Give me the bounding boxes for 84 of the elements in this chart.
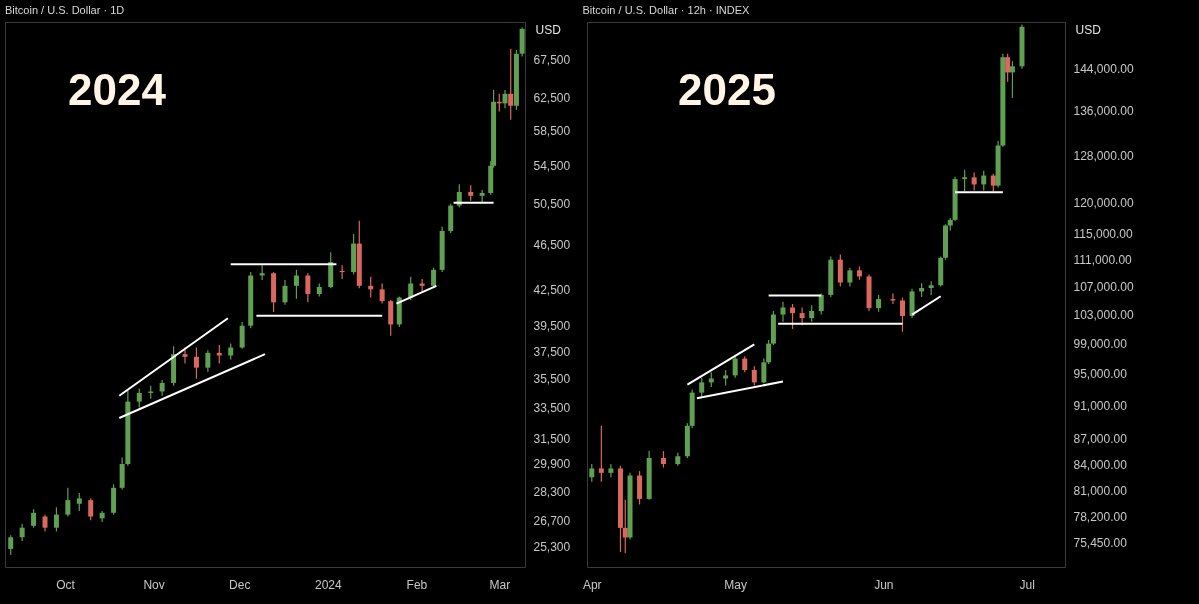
candlestick bbox=[259, 264, 265, 281]
candlestick bbox=[379, 282, 385, 305]
candlestick bbox=[31, 508, 37, 529]
y-tick-label: 25,300 bbox=[533, 540, 571, 555]
y-tick-label: 99,000.00 bbox=[1073, 337, 1128, 352]
candlestick bbox=[837, 253, 843, 288]
candlestick bbox=[1009, 60, 1015, 99]
x-tick-label: 2024 bbox=[315, 577, 343, 592]
candlestick bbox=[751, 365, 757, 387]
candlestick bbox=[193, 346, 199, 380]
y-tick-label: 136,000.00 bbox=[1073, 104, 1134, 119]
x-tick-label: Nov bbox=[143, 577, 165, 592]
y-tick-label: 107,000.00 bbox=[1073, 280, 1134, 295]
x-tick-label: Dec bbox=[229, 577, 251, 592]
y-tick-label: 78,200.00 bbox=[1073, 510, 1128, 525]
x-tick-label: Mar bbox=[489, 577, 511, 592]
candlestick bbox=[899, 297, 905, 333]
candlestick bbox=[119, 456, 125, 491]
y-tick-label: 103,000.00 bbox=[1073, 308, 1134, 323]
y-tick-label: 28,300 bbox=[533, 484, 571, 499]
chart-title: Bitcoin / U.S. Dollar · 12h · INDEX bbox=[582, 4, 750, 16]
x-tick-label: Apr bbox=[582, 577, 602, 592]
y-axis-title: USD bbox=[1075, 22, 1102, 37]
candlestick bbox=[598, 425, 604, 483]
y-axis-title: USD bbox=[535, 22, 562, 37]
candlestick bbox=[293, 269, 299, 300]
candlestick bbox=[622, 499, 628, 554]
y-tick-label: 35,500 bbox=[533, 372, 571, 387]
candlestick bbox=[205, 349, 211, 373]
candlestick bbox=[388, 299, 394, 337]
candlestick bbox=[1005, 53, 1011, 83]
candlestick bbox=[65, 487, 71, 518]
y-tick-label: 50,500 bbox=[533, 197, 571, 212]
candlestick bbox=[53, 506, 59, 533]
y-tick-label: 120,000.00 bbox=[1073, 196, 1134, 211]
y-tick-label: 111,000.00 bbox=[1073, 253, 1133, 268]
y-tick-label: 95,000.00 bbox=[1073, 367, 1128, 382]
candlestick bbox=[699, 377, 705, 398]
y-tick-label: 39,500 bbox=[533, 319, 571, 334]
y-tick-label: 33,500 bbox=[533, 401, 571, 416]
candlestick bbox=[502, 89, 508, 109]
y-tick-label: 46,500 bbox=[533, 238, 571, 253]
y-tick-label: 115,000.00 bbox=[1073, 227, 1133, 242]
annotation: 2024 bbox=[68, 65, 167, 114]
y-tick-label: 144,000.00 bbox=[1073, 62, 1134, 77]
candlestick bbox=[847, 267, 853, 288]
x-tick-label: Oct bbox=[56, 577, 76, 592]
candlestick bbox=[282, 279, 288, 306]
candlestick bbox=[780, 301, 786, 323]
chart-title: Bitcoin / U.S. Dollar · 1D bbox=[5, 4, 125, 16]
candlestick bbox=[136, 388, 142, 409]
candlestick bbox=[508, 48, 514, 121]
y-tick-label: 75,450.00 bbox=[1073, 536, 1128, 551]
candlestick bbox=[637, 470, 643, 506]
candlestick bbox=[818, 292, 824, 316]
x-tick-label: Feb bbox=[406, 577, 428, 592]
x-tick-label: Jul bbox=[1019, 577, 1035, 592]
y-tick-label: 62,500 bbox=[533, 91, 571, 106]
candlestick bbox=[239, 321, 245, 350]
candlestick bbox=[981, 170, 987, 192]
y-tick-label: 37,500 bbox=[533, 345, 571, 359]
y-tick-label: 58,500 bbox=[533, 124, 571, 139]
candlestick bbox=[88, 497, 94, 521]
annotation: 2025 bbox=[678, 65, 776, 114]
x-tick-label: May bbox=[724, 577, 748, 592]
y-tick-label: 26,700 bbox=[533, 513, 571, 528]
y-tick-label: 42,500 bbox=[533, 282, 571, 297]
candlestick bbox=[962, 169, 968, 193]
candlestick bbox=[8, 534, 14, 556]
x-tick-label: Jun bbox=[874, 577, 894, 592]
y-tick-label: 81,000.00 bbox=[1073, 484, 1128, 499]
y-tick-label: 128,000.00 bbox=[1073, 148, 1134, 163]
y-tick-label: 84,000.00 bbox=[1073, 457, 1128, 472]
candlestick bbox=[305, 272, 311, 303]
y-tick-label: 31,500 bbox=[533, 431, 571, 446]
y-tick-label: 87,000.00 bbox=[1073, 431, 1128, 446]
y-tick-label: 67,500 bbox=[533, 53, 571, 68]
y-tick-label: 91,000.00 bbox=[1073, 398, 1128, 413]
y-tick-label: 54,500 bbox=[533, 159, 571, 174]
y-tick-label: 29,900 bbox=[533, 457, 571, 472]
candlestick bbox=[799, 306, 805, 326]
candlestick bbox=[790, 303, 796, 330]
candlestick bbox=[608, 463, 614, 478]
candlestick bbox=[479, 189, 485, 205]
